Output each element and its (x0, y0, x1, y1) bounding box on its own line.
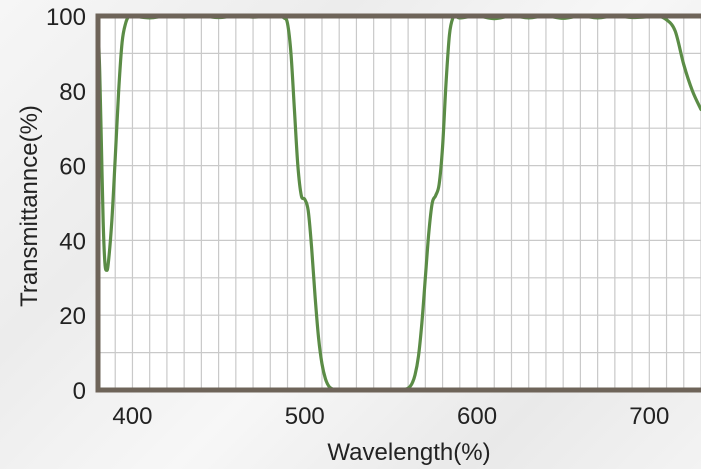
x-axis-tick-labels: 400 500 600 700 (112, 403, 669, 430)
y-axis-title: Transmittannce(%) (16, 105, 43, 307)
y-axis-tick-labels: 0 20 40 60 80 100 (46, 4, 86, 405)
y-tick-label: 60 (59, 154, 86, 181)
x-tick-label: 500 (285, 403, 325, 430)
y-tick-label: 100 (46, 4, 86, 31)
y-tick-label: 0 (73, 378, 86, 405)
x-tick-label: 700 (629, 403, 669, 430)
x-tick-label: 400 (112, 403, 152, 430)
x-tick-label: 600 (457, 403, 497, 430)
y-tick-label: 40 (59, 228, 86, 255)
plot-frame (95, 13, 701, 393)
x-axis-title: Wavelength(%) (327, 439, 490, 466)
y-tick-label: 20 (59, 303, 86, 330)
horizontal-gridlines (98, 52, 701, 354)
y-tick-label: 80 (59, 79, 86, 106)
